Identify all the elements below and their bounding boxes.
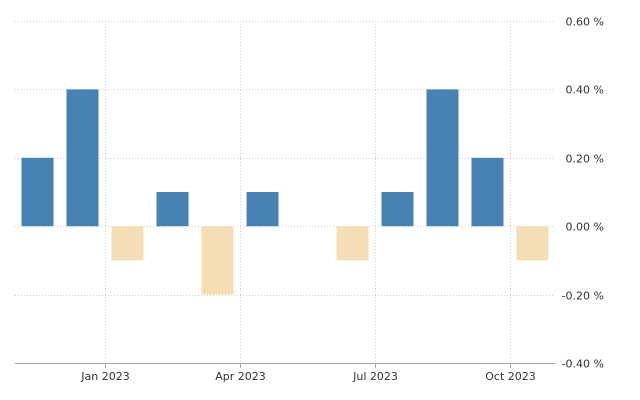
bar-aug-2023 bbox=[426, 89, 459, 227]
axes: 0.60 % 0.40 % 0.20 % 0.00 % -0.20 % -0.40 % Ja… bbox=[15, 16, 604, 383]
y-tick-label: 0.60 % bbox=[566, 16, 604, 29]
y-tick-label: 0.40 % bbox=[566, 84, 604, 97]
x-tick-label: Jul 2023 bbox=[352, 370, 398, 383]
x-tick-label: Apr 2023 bbox=[215, 370, 266, 383]
x-tick-label: Oct 2023 bbox=[485, 370, 536, 383]
bar-nov-2022 bbox=[21, 157, 54, 227]
bar-apr-2023 bbox=[246, 192, 279, 227]
bar-oct-2023 bbox=[516, 226, 549, 261]
y-tick-label: -0.40 % bbox=[562, 358, 604, 371]
y-tick-label: 0.00 % bbox=[566, 221, 604, 234]
bar-feb-2023 bbox=[156, 192, 189, 227]
bar-mar-2023 bbox=[201, 226, 234, 295]
bar-jun-2023 bbox=[336, 226, 369, 261]
bar-jul-2023 bbox=[381, 192, 414, 227]
y-tick-label: -0.20 % bbox=[562, 290, 604, 303]
bars bbox=[21, 89, 549, 295]
y-tick-label: 0.20 % bbox=[566, 153, 604, 166]
x-tick-label: Jan 2023 bbox=[80, 370, 129, 383]
bar-sep-2023 bbox=[471, 157, 504, 227]
bar-dec-2022 bbox=[66, 89, 99, 227]
bar-jan-2023 bbox=[111, 226, 144, 261]
